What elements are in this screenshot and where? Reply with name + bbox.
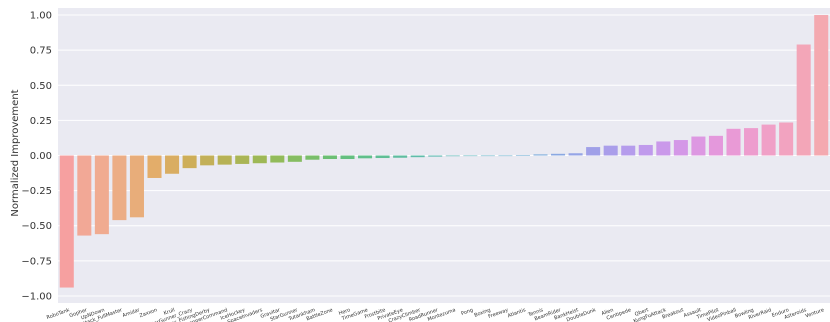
- y-axis-label: Normalized Improvement: [10, 89, 21, 216]
- bar-videopinball: [726, 128, 741, 156]
- bar-choppercommand: [217, 155, 232, 165]
- bar-gravitar: [270, 155, 285, 163]
- bar-assault: [691, 136, 706, 156]
- x-tick-label: Venture: [805, 307, 825, 319]
- bar-tutankham: [305, 155, 320, 160]
- bar-timegame: [358, 155, 373, 159]
- bar-stargunner_crazy: [182, 155, 197, 169]
- bar-frostbite: [375, 155, 390, 159]
- bar-tennis: [533, 154, 548, 156]
- bar-krull: [165, 155, 180, 174]
- bar-enduro: [779, 122, 794, 156]
- bar-riverraid: [761, 124, 776, 156]
- y-tick-label: −0.75: [21, 256, 52, 267]
- bar-gopher: [77, 155, 92, 236]
- bar-spaceinvaders: [252, 155, 267, 164]
- bar-boxing: [480, 155, 495, 157]
- bar-timepilot: [708, 135, 723, 156]
- y-tick-label: 0.25: [30, 116, 52, 127]
- bar-freeway: [498, 155, 513, 157]
- bar-icehockey: [235, 155, 250, 164]
- x-tick-label: Alien: [601, 307, 615, 317]
- bar-bowling: [744, 128, 759, 156]
- bar-zaxxon: [147, 155, 162, 178]
- bar-privateeye: [393, 155, 408, 158]
- x-tick-label: Hero: [338, 307, 351, 317]
- y-tick-label: −0.25: [21, 186, 52, 197]
- x-tick-label: Boxing: [473, 307, 491, 318]
- y-tick-label: −0.50: [21, 221, 52, 232]
- bar-venture: [814, 15, 829, 156]
- bar-alien: [603, 145, 618, 156]
- y-tick-label: 0.75: [30, 46, 52, 57]
- y-tick-label: −1.00: [21, 291, 52, 302]
- bar-robotank: [59, 155, 74, 288]
- bar-atlantis: [515, 155, 530, 156]
- bar-battlezone: [322, 155, 337, 160]
- bar-icehockey_fishingderby: [200, 155, 215, 166]
- y-tick-label: 0.50: [30, 81, 52, 92]
- bar-stargunner: [287, 155, 302, 162]
- x-tick-label: Atlantis: [507, 307, 527, 319]
- bar-pong: [463, 155, 478, 157]
- bar-kungfuattack: [656, 141, 671, 156]
- bar-demonattack_fullmaster: [112, 155, 127, 221]
- y-tick-label: 1.00: [30, 11, 52, 22]
- bar-centipede: [621, 145, 636, 156]
- gridlines: [58, 14, 830, 297]
- x-tick-label: Assault: [683, 307, 702, 319]
- bar-hero: [340, 155, 355, 160]
- x-tick-label: Krull: [163, 307, 176, 317]
- x-tick-label: Pong: [460, 307, 474, 317]
- bars: [59, 15, 829, 288]
- bar-upndown: [94, 155, 109, 235]
- bar-doubledunk: [586, 147, 601, 156]
- bar-montezuma: [445, 155, 460, 157]
- x-tick-label: Tennis: [527, 307, 545, 318]
- bar-crazyclimber: [410, 155, 425, 158]
- y-axis-ticks: −1.00 −0.75 −0.50 −0.25 0.00 0.25 0.50 0.75 1.00: [21, 11, 52, 303]
- bar-roadrunner: [428, 155, 443, 157]
- bar-asteroids: [796, 44, 811, 156]
- x-tick-label: Enduro: [771, 307, 790, 319]
- bar-qbert: [638, 144, 653, 156]
- bar-breakout: [673, 140, 688, 156]
- x-tick-label: Zaxxon: [139, 307, 158, 319]
- y-tick-label: 0.00: [30, 151, 52, 162]
- bar-beamrider: [551, 153, 566, 156]
- bar-amidar: [129, 155, 144, 218]
- bar-bankheist: [568, 153, 583, 156]
- x-tick-label: RoboTank: [46, 307, 71, 321]
- x-axis-ticks: RoboTankGopherUpNDownDemonAttack_FullMas…: [46, 307, 825, 322]
- x-tick-label: Qbert: [634, 307, 649, 318]
